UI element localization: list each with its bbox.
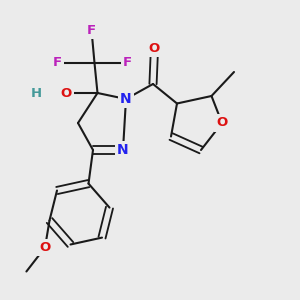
- Text: H: H: [31, 86, 42, 100]
- Text: F: F: [87, 23, 96, 37]
- Text: O: O: [149, 41, 160, 55]
- Text: F: F: [52, 56, 62, 70]
- Text: O: O: [216, 116, 228, 130]
- Text: N: N: [117, 143, 129, 157]
- Text: O: O: [60, 86, 72, 100]
- Text: O: O: [39, 241, 51, 254]
- Text: F: F: [123, 56, 132, 70]
- Text: N: N: [120, 92, 132, 106]
